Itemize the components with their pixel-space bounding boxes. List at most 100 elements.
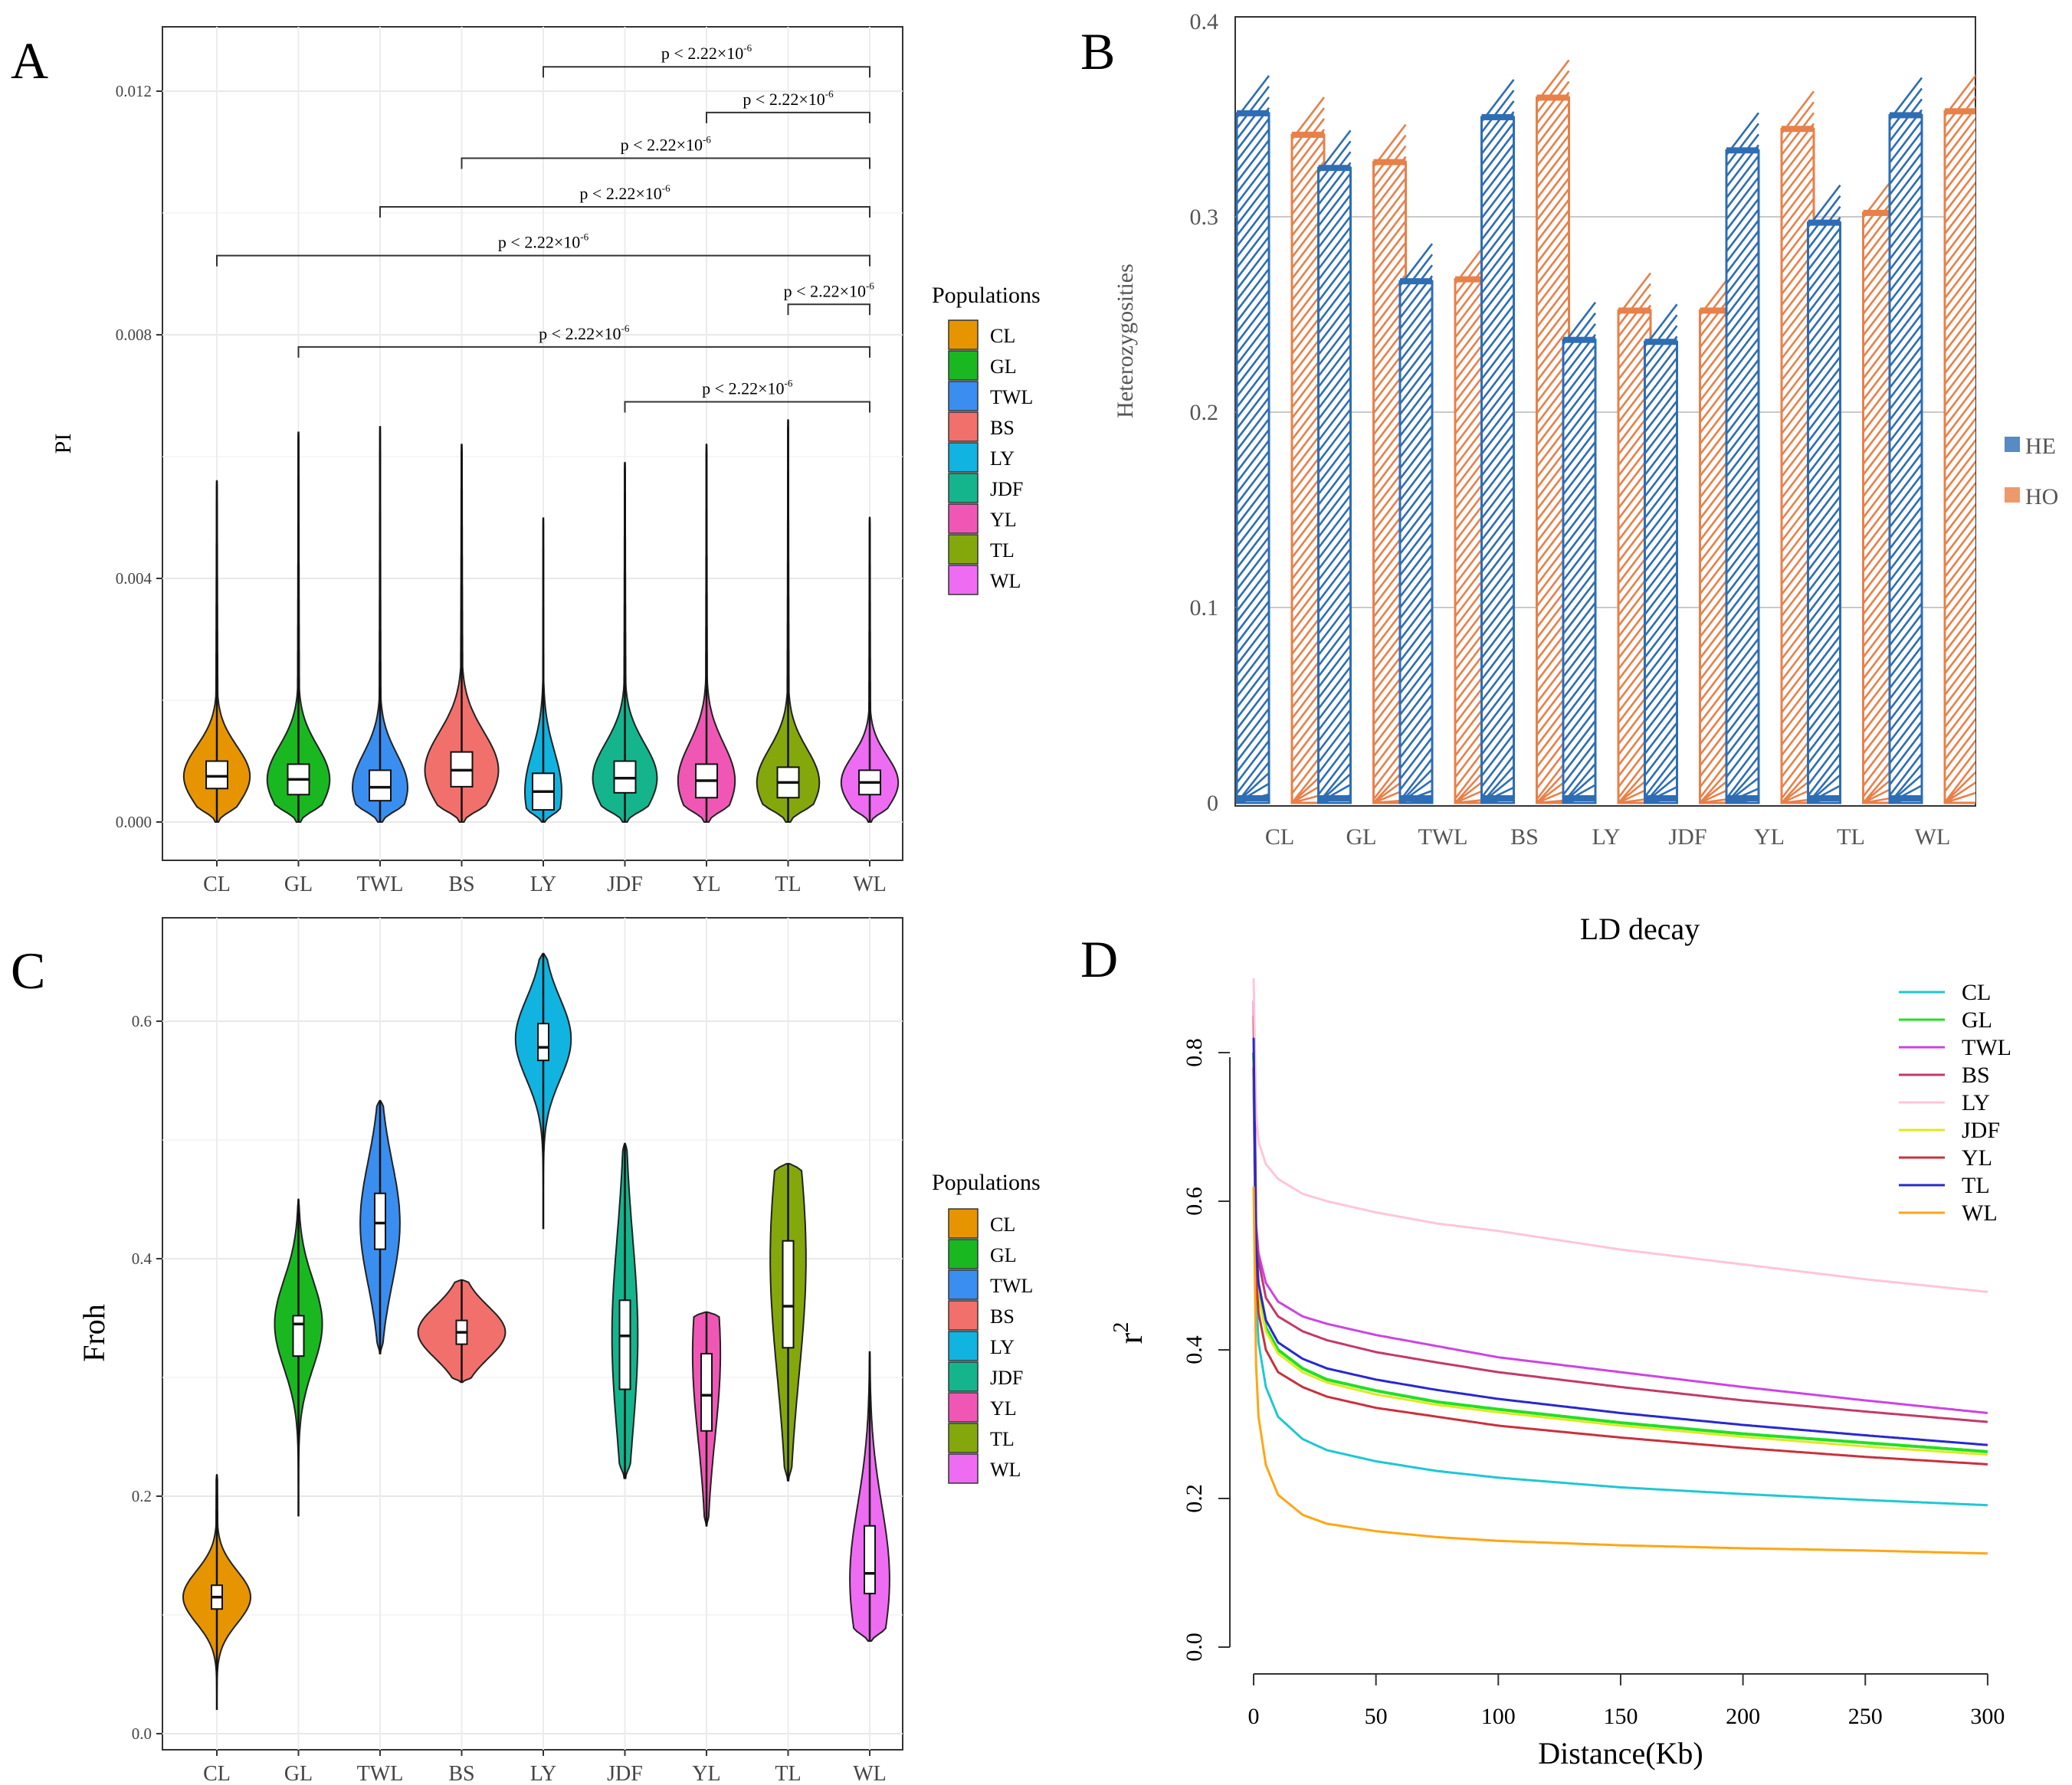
panel-letter-a: A (11, 31, 48, 90)
legend-label-yl: YL (990, 1397, 1017, 1420)
y-tick-label: 0.2 (1190, 400, 1219, 425)
ld-line-ly (1252, 978, 1988, 1293)
comparison-bracket (624, 401, 870, 413)
legend-label-cl: CL (990, 325, 1015, 347)
y-tick-label: 0.4 (132, 1250, 152, 1268)
bar-hatching (1699, 272, 1733, 804)
legend-key-bs (948, 1300, 979, 1331)
ld-line-yl (1252, 1067, 1988, 1466)
legend-key-gl (948, 350, 979, 381)
bar-top-cap (1318, 165, 1351, 172)
legend-label-yl: YL (990, 509, 1017, 531)
panel-letter-d: D (1080, 930, 1118, 988)
panel-c-froh-violin: 0.0 0.2 0.4 0.6 CL GL TWL BS LY JDF YL TL WL Froh P… (77, 917, 1041, 1785)
panel-d-x-axis-label: Distance(Kb) (1538, 1736, 1703, 1770)
comparison-label: p < 2.22×10-6 (784, 280, 875, 300)
x-tick-label: LY (530, 1762, 557, 1785)
bar-top-cap (1400, 278, 1432, 285)
comparison-p-text: p < 2.22×10 (784, 281, 866, 300)
bar-he-yl (1725, 112, 1760, 804)
legend-label-bs: BS (990, 417, 1015, 439)
x-tick-label: YL (1754, 824, 1785, 850)
panel-c-x-axis: CL GL TWL BS LY JDF YL TL WL (203, 1750, 887, 1785)
box-ly (537, 1023, 549, 1062)
bar-top-cap (1618, 307, 1651, 314)
comparison-p-text: p < 2.22×10 (579, 184, 661, 203)
legend-label-bs: BS (990, 1305, 1015, 1328)
bar-top-cap (1890, 112, 1922, 119)
x-tick-label: TWL (357, 873, 404, 896)
x-tick-label: 0 (1248, 1704, 1260, 1729)
panel-a-x-axis: CL GL TWL BS LY JDF YL TL WL (203, 860, 887, 896)
legend-label-jdf: JDF (990, 478, 1023, 500)
comparison-p-exponent: -6 (866, 280, 874, 291)
legend-label-gl: GL (1962, 1007, 1992, 1033)
bar-hatching (1725, 112, 1760, 804)
panel-b-x-axis: CL GL TWL BS LY JDF YL TL WL (1265, 824, 1950, 850)
comparison-label: p < 2.22×10-6 (621, 133, 712, 154)
x-tick-label: LY (1592, 824, 1621, 850)
legend-label-jdf: JDF (1962, 1118, 2000, 1143)
y-tick-label: 0.4 (1190, 9, 1219, 34)
comparison-p-exponent: -6 (743, 42, 752, 54)
y-tick-label: 0.1 (1190, 595, 1219, 621)
y-tick-label: 0.6 (132, 1012, 152, 1030)
panel-d-lines (1252, 978, 1988, 1555)
bar-bottom-cap (1318, 795, 1351, 801)
ld-line-tl (1252, 1037, 1988, 1446)
x-tick-label: 150 (1603, 1704, 1638, 1729)
x-tick-label: CL (203, 1762, 231, 1785)
x-tick-label: 300 (1970, 1704, 2005, 1729)
y-tick-label: 0.0 (132, 1724, 152, 1743)
panel-b-y-axis-label: Heterozygosities (1113, 264, 1138, 418)
legend-key-twl (948, 1269, 979, 1300)
y-tick-label: 0.012 (116, 82, 152, 100)
panel-b-heterozygosity-bars: 0 0.1 0.2 0.3 0.4 CL GL TWL BS LY JDF YL TL WL Heter… (1113, 9, 2058, 850)
bar-bottom-cap (1644, 795, 1677, 801)
x-tick-label: BS (448, 873, 474, 896)
x-tick-label: LY (530, 873, 557, 896)
bar-he-bs (1480, 79, 1515, 804)
panel-d-x-axis: 0 50 100 150 200 250 300 (1248, 1674, 2005, 1729)
comparison-p-exponent: -6 (825, 88, 834, 100)
comparison-bracket (216, 254, 870, 267)
bar-hatching (1644, 303, 1678, 804)
panel-a-y-axis: 0.000 0.004 0.008 0.012 (116, 82, 162, 831)
y-tick-label: 0.4 (1182, 1335, 1207, 1364)
x-tick-label: 200 (1726, 1704, 1760, 1729)
legend-key-tl (948, 1423, 979, 1453)
bar-hatching (1372, 123, 1407, 804)
y-tick-label: 0 (1207, 791, 1218, 816)
panel-b-bars (1235, 59, 1975, 804)
comparison-p-text: p < 2.22×10 (702, 378, 784, 398)
legend-label-twl: TWL (990, 386, 1033, 408)
legend-key-twl (948, 381, 979, 411)
y-tick-label: 0.8 (1182, 1038, 1207, 1067)
panel-c-legend: CL GL TWL BS LY JDF YL TL WL (948, 1208, 1033, 1484)
box-wl (864, 1525, 876, 1595)
comparison-bracket (706, 111, 870, 123)
y-tick-label: 0.000 (116, 813, 152, 831)
legend-label-he: HE (2025, 434, 2056, 459)
x-tick-label: TWL (357, 1762, 404, 1785)
panel-letter-c: C (11, 942, 45, 1000)
bar-bottom-cap (1890, 795, 1922, 801)
legend-label-bs: BS (1962, 1063, 1990, 1088)
ld-line-bs (1252, 1015, 1988, 1423)
x-tick-label: BS (448, 1762, 474, 1785)
y-tick-label: 0.3 (1190, 205, 1219, 230)
bar-top-cap (1808, 219, 1841, 226)
y-tick-label: 0.0 (1182, 1633, 1207, 1662)
legend-label-cl: CL (1962, 980, 1991, 1005)
bar-he-jdf (1644, 303, 1678, 804)
legend-key-ho (2005, 487, 2020, 503)
comparison-bracket (461, 157, 870, 169)
ld-line-twl (1252, 1001, 1988, 1414)
comparison-label: p < 2.22×10-6 (498, 231, 589, 252)
bar-hatching (1454, 241, 1489, 804)
bar-he-cl (1235, 75, 1270, 804)
box-cl (205, 760, 228, 790)
ld-line-cl (1252, 1082, 1988, 1507)
